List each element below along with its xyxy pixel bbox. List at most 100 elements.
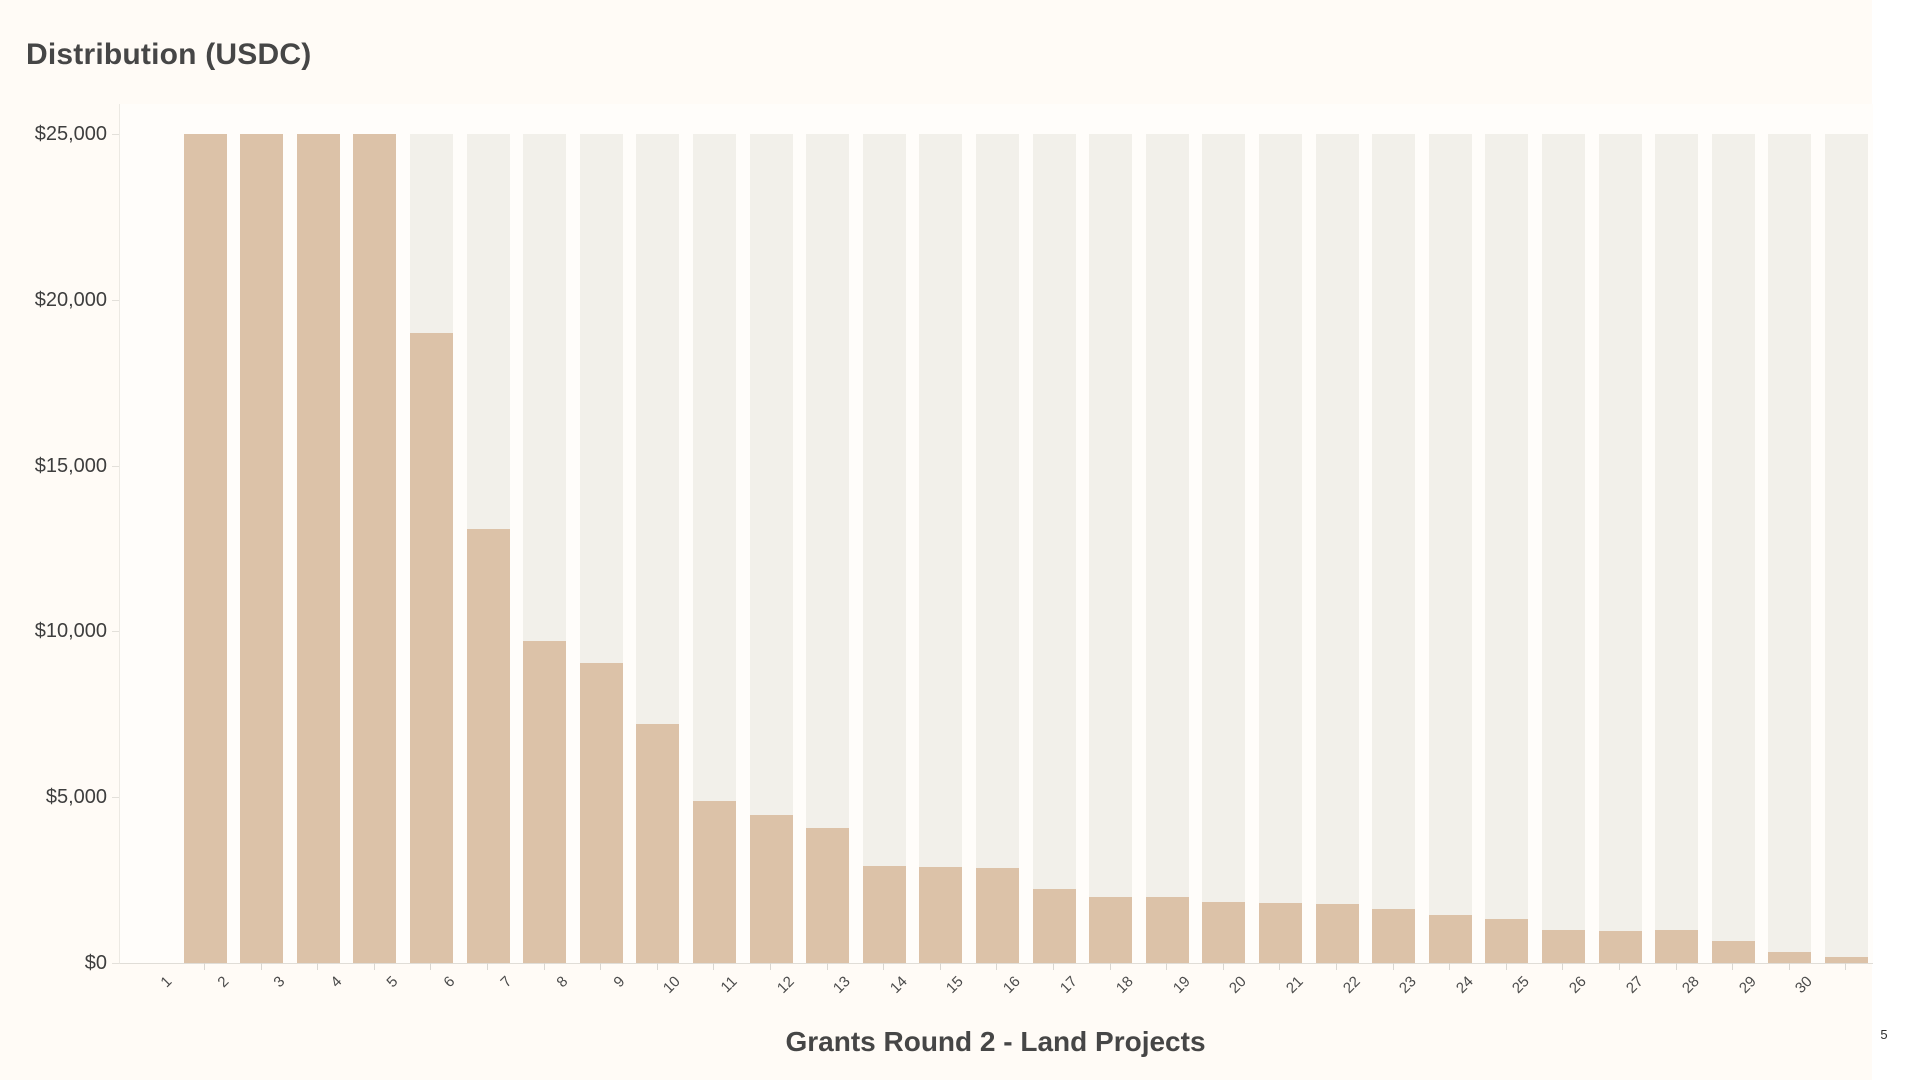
x-tick-mark [1449, 963, 1450, 970]
x-tick-mark [261, 963, 262, 970]
bar [1542, 930, 1585, 963]
y-axis-tick-label: $5,000 [45, 786, 107, 808]
x-axis-tick-label: 16 [1000, 973, 1025, 997]
bar-track [1089, 134, 1132, 963]
x-axis-tick-label: 27 [1623, 973, 1648, 997]
bar [1429, 915, 1472, 963]
x-axis-tick-label: 24 [1453, 973, 1478, 997]
bar [750, 815, 793, 963]
x-tick-mark [1562, 963, 1563, 970]
x-tick-mark [1506, 963, 1507, 970]
x-axis-tick-label: 7 [497, 973, 516, 991]
bar-track [1429, 134, 1472, 963]
x-tick-mark [1732, 963, 1733, 970]
page-number: 5 [1880, 1027, 1888, 1042]
x-axis-tick-label: 23 [1396, 973, 1421, 997]
x-tick-mark [430, 963, 431, 970]
x-axis-tick-label: 10 [660, 973, 685, 997]
bar [467, 529, 510, 963]
x-axis-tick-label: 2 [214, 973, 233, 991]
y-axis-tick-label: $25,000 [34, 123, 107, 145]
x-axis-title: Grants Round 2 - Land Projects [785, 1026, 1206, 1057]
x-axis-tick-label: 25 [1509, 973, 1534, 997]
bar [1202, 902, 1245, 963]
x-axis-tick-label: 11 [717, 973, 742, 997]
bar [636, 724, 679, 963]
bar [240, 134, 283, 963]
bar [1146, 897, 1189, 963]
y-tick-mark [112, 963, 119, 964]
chart-title: Distribution (USDC) [26, 38, 312, 71]
bar-track [1542, 134, 1585, 963]
bar [1259, 903, 1302, 963]
y-axis-tick-label: $10,000 [34, 620, 107, 642]
bar-track [1202, 134, 1245, 963]
x-axis-tick-label: 4 [327, 973, 346, 991]
slide-canvas: Distribution (USDC) $0 $5,000 $10,000 $15,0… [26, 38, 1873, 1057]
bar [523, 641, 566, 963]
bar [1655, 930, 1698, 963]
x-axis-tick-label: 3 [270, 973, 289, 991]
x-tick-mark [827, 963, 828, 970]
x-axis-tick-label: 6 [440, 973, 459, 991]
x-tick-mark [374, 963, 375, 970]
x-axis-tick-label: 14 [887, 973, 912, 997]
bar [1768, 952, 1811, 963]
x-axis-tick-label: 15 [943, 973, 968, 997]
bar [806, 828, 849, 963]
x-tick-mark [1619, 963, 1620, 970]
x-tick-mark [883, 963, 884, 970]
bar-track [1825, 134, 1868, 963]
x-axis-tick-label: 5 [383, 973, 402, 991]
x-axis-tick-label: 17 [1057, 973, 1082, 997]
x-axis-tick-label: 28 [1679, 973, 1704, 997]
bar [1316, 904, 1359, 963]
bar-track [1599, 134, 1642, 963]
x-tick-mark [1676, 963, 1677, 970]
bar [297, 134, 340, 963]
y-tick-mark [112, 466, 119, 467]
x-tick-mark [1393, 963, 1394, 970]
bar-track [1712, 134, 1755, 963]
x-axis-tick-label: 18 [1113, 973, 1138, 997]
x-axis-tick-label: 21 [1283, 973, 1308, 997]
bar-track [919, 134, 962, 963]
x-tick-mark [600, 963, 601, 970]
x-axis-tick-label: 13 [830, 973, 855, 997]
bar-track [1316, 134, 1359, 963]
bar [1033, 889, 1076, 963]
x-axis-tick-label: 19 [1170, 973, 1195, 997]
x-axis-tick-label: 20 [1226, 973, 1251, 997]
bar [1485, 919, 1528, 963]
bar-track [1259, 134, 1302, 963]
x-axis-tick-label: 22 [1340, 973, 1365, 997]
bar-track [863, 134, 906, 963]
x-tick-mark [1336, 963, 1337, 970]
bar [353, 134, 396, 963]
x-tick-mark [1166, 963, 1167, 970]
bar [1372, 909, 1415, 963]
x-tick-mark [940, 963, 941, 970]
y-axis-tick-label: $15,000 [34, 455, 107, 477]
x-tick-mark [317, 963, 318, 970]
y-tick-mark [112, 631, 119, 632]
x-tick-mark [713, 963, 714, 970]
x-axis-tick-label: 12 [774, 973, 799, 997]
bar-track [1146, 134, 1189, 963]
y-axis-tick-label: $20,000 [34, 289, 107, 311]
y-axis-tick-label: $0 [84, 952, 107, 974]
y-tick-mark [112, 300, 119, 301]
plot-area [119, 104, 1873, 964]
bar [919, 867, 962, 963]
y-tick-mark [112, 134, 119, 135]
bar-track [1372, 134, 1415, 963]
x-tick-mark [770, 963, 771, 970]
x-tick-mark [996, 963, 997, 970]
bar [1599, 931, 1642, 963]
y-tick-mark [112, 797, 119, 798]
x-axis-tick-label: 8 [553, 973, 572, 991]
x-tick-mark [1053, 963, 1054, 970]
bar [184, 134, 227, 963]
bar-track [1655, 134, 1698, 963]
bar-track [976, 134, 1019, 963]
